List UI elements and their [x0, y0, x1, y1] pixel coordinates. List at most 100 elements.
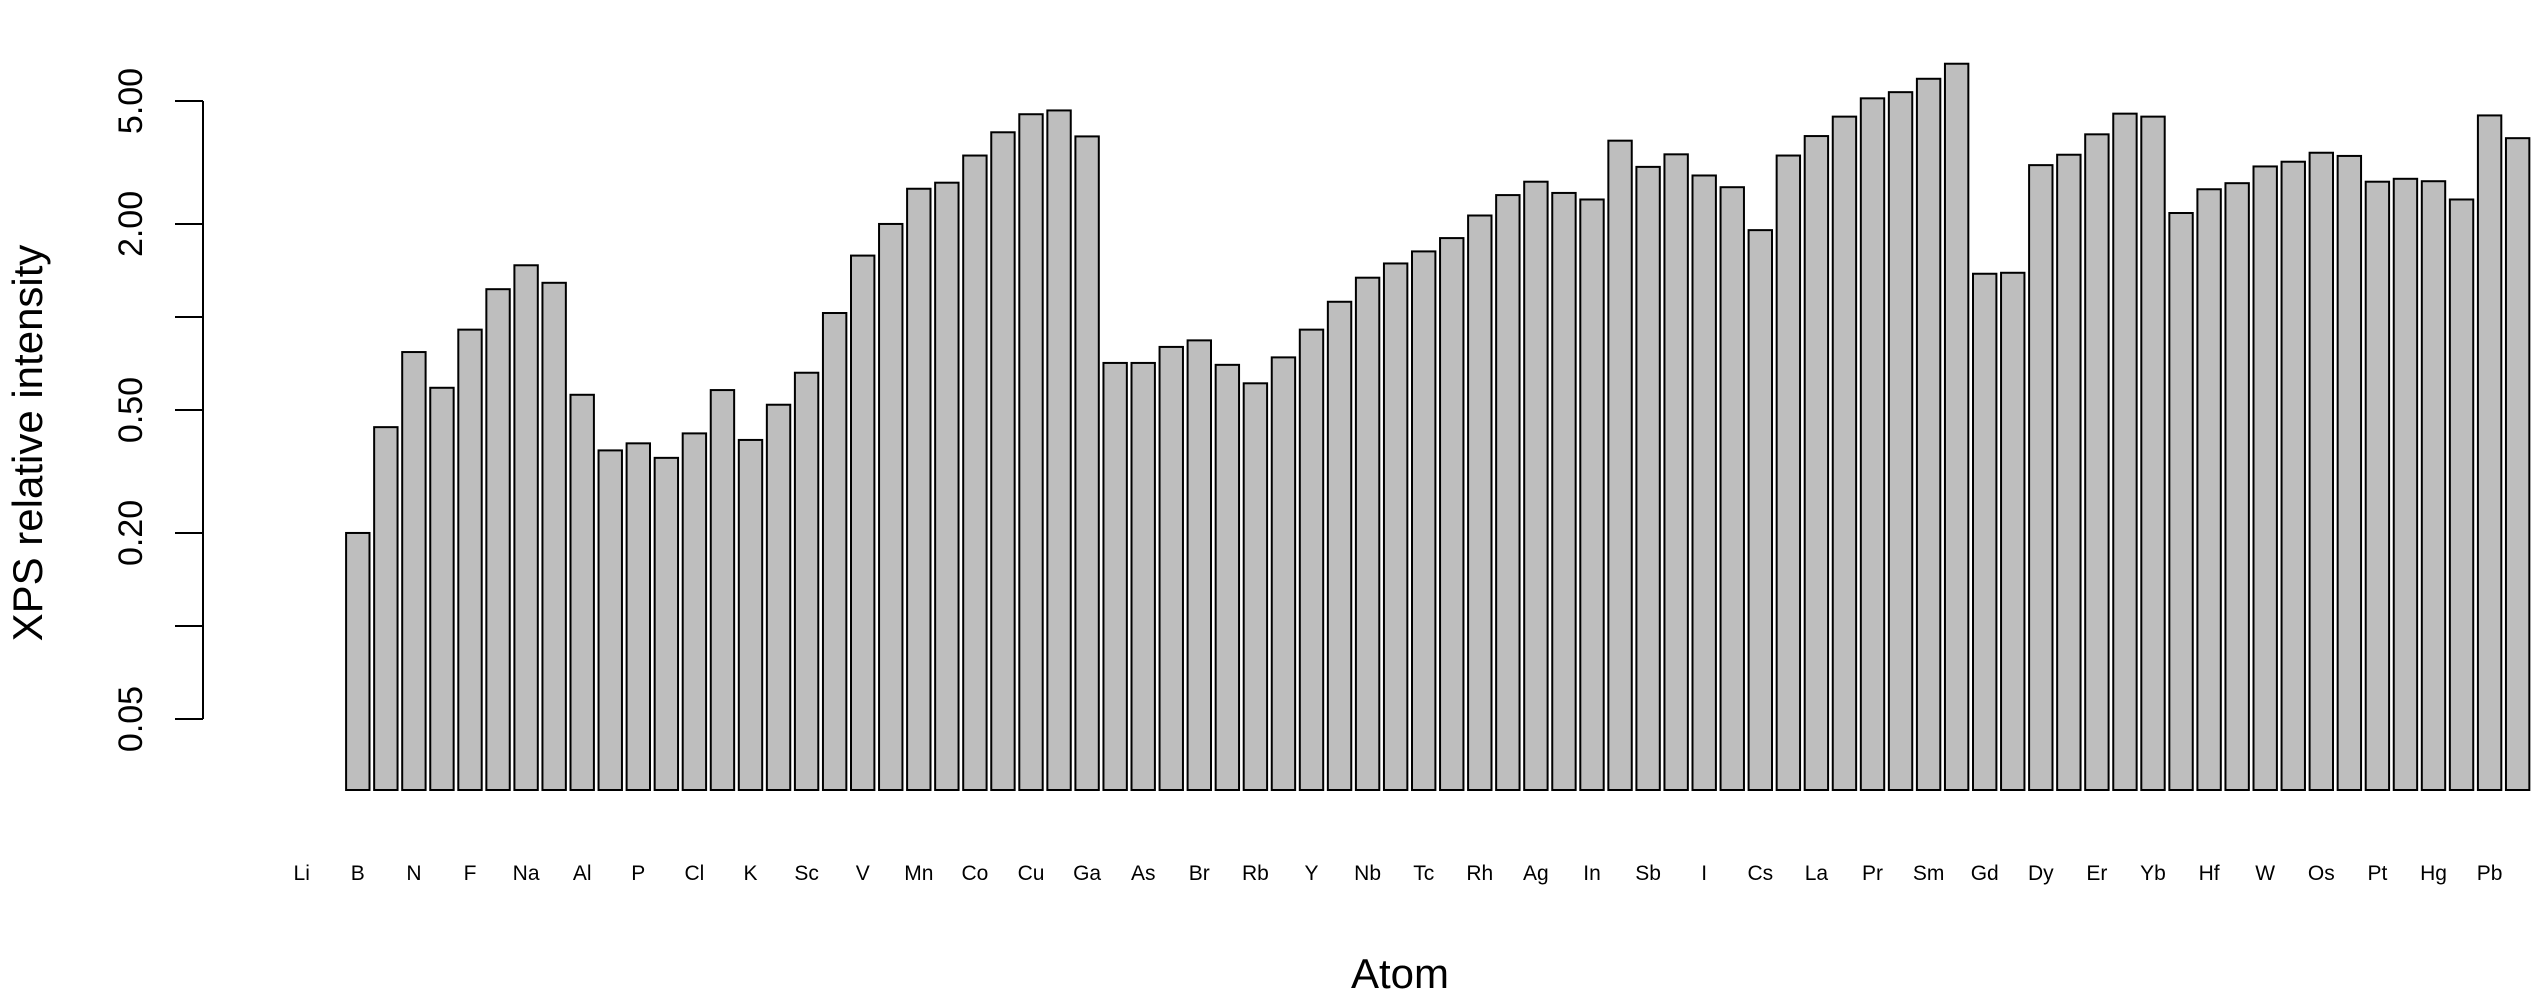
bar-ni	[990, 131, 1016, 792]
x-tick-label: Sm	[1913, 862, 1945, 885]
x-tick-label: Hf	[2199, 862, 2220, 885]
bar-b	[345, 531, 371, 791]
bar-y	[1298, 328, 1325, 791]
x-axis-title: Atom	[1351, 950, 1449, 997]
bar-ba	[1775, 154, 1802, 791]
bar-pd	[1495, 194, 1521, 792]
bar-nb	[1354, 276, 1381, 791]
x-tick-label: Cl	[684, 862, 704, 885]
bar-cd	[1551, 191, 1577, 791]
bar-mo	[1382, 262, 1409, 791]
x-axis-labels: Li B N F Na Al P Cl K Sc V Mn Co Cu Ga As Br Rb Y Nb Tc Rh Ag I…	[294, 862, 2503, 885]
x-tick-label: Tc	[1413, 862, 1434, 885]
bar-re	[2280, 160, 2306, 791]
x-tick-label: K	[743, 862, 757, 885]
bar-na	[513, 264, 539, 791]
x-tick-label: Li	[294, 862, 310, 885]
x-tick-label: I	[1701, 862, 1707, 885]
bar-se	[1158, 345, 1184, 791]
y-tick-label: 2.00	[112, 191, 150, 257]
x-tick-label: Pb	[2477, 862, 2503, 885]
bar-hg	[2420, 180, 2447, 791]
y-tick-label: 5.00	[112, 68, 150, 134]
bar-lu	[2168, 212, 2194, 792]
bar-c	[373, 426, 399, 791]
bar-s	[653, 456, 680, 791]
bar-w	[2252, 165, 2278, 791]
y-axis-title: XPS relative intensity	[4, 245, 51, 642]
x-tick-label: Rh	[1466, 862, 1493, 885]
bar-ti	[821, 312, 848, 791]
x-tick-label: Ag	[1523, 862, 1549, 885]
bar-cl	[681, 432, 708, 791]
bar-cs	[1747, 229, 1773, 791]
x-tick-label: Er	[2086, 862, 2107, 885]
bar-nd	[1887, 91, 1914, 791]
x-tick-label: Cu	[1018, 862, 1045, 885]
x-tick-label: Nb	[1354, 862, 1381, 885]
x-tick-label: Sc	[794, 862, 819, 885]
y-tick-label: 0.50	[112, 377, 150, 443]
bar-rh	[1467, 214, 1493, 791]
x-tick-label: Na	[513, 862, 540, 885]
bar-cr	[878, 222, 904, 791]
bar-ce	[1831, 115, 1858, 791]
bar-pb	[2476, 114, 2503, 792]
bar-gd	[1972, 272, 1998, 791]
bar-in	[1579, 198, 1605, 792]
bar-al	[569, 393, 595, 791]
bar-tl	[2448, 198, 2475, 792]
bar-yb	[2140, 115, 2166, 791]
x-tick-label: Hg	[2420, 862, 2447, 885]
bar-er	[2084, 133, 2110, 792]
bar-ne	[485, 288, 511, 791]
bar-zn	[1046, 109, 1072, 792]
bar-hf	[2196, 188, 2222, 791]
bar-bi	[2504, 137, 2531, 792]
bar-eu	[1943, 62, 1970, 792]
bar-n	[401, 351, 427, 791]
x-tick-label: F	[464, 862, 477, 885]
bar-tb	[2000, 271, 2026, 791]
bar-si	[597, 449, 623, 791]
x-tick-label: As	[1131, 862, 1156, 885]
bar-xe	[1719, 186, 1745, 791]
bar-os	[2308, 151, 2335, 791]
bar-ga	[1074, 135, 1100, 791]
bars	[345, 62, 2531, 792]
x-tick-label: Co	[961, 862, 988, 885]
x-tick-label: V	[856, 862, 870, 885]
bar-rb	[1242, 382, 1269, 791]
bar-sb	[1635, 165, 1661, 791]
x-tick-label: Al	[573, 862, 592, 885]
x-tick-label: Os	[2308, 862, 2335, 885]
bar-ru	[1439, 237, 1465, 792]
bar-f	[457, 328, 483, 791]
bar-la	[1803, 135, 1830, 791]
x-tick-label: Gd	[1971, 862, 1999, 885]
bar-i	[1691, 174, 1717, 791]
bar-zr	[1326, 300, 1353, 791]
bar-mn	[906, 187, 932, 791]
bar-cu	[1018, 113, 1044, 792]
x-tick-label: Rb	[1242, 862, 1269, 885]
bar-br	[1186, 339, 1212, 791]
x-tick-label: Sb	[1635, 862, 1661, 885]
y-tick-label: 0.05	[112, 686, 150, 752]
bar-ho	[2056, 153, 2082, 792]
x-tick-label: Yb	[2140, 862, 2166, 885]
bar-o	[429, 386, 455, 791]
x-tick-label: Ga	[1073, 862, 1101, 885]
bar-sc	[793, 371, 820, 791]
bar-kr	[1214, 363, 1241, 791]
bar-dy	[2028, 164, 2054, 792]
x-tick-label: Cs	[1747, 862, 1773, 885]
x-tick-label: Pt	[2367, 862, 2387, 885]
bar-fe	[934, 181, 960, 791]
bar-pr	[1859, 97, 1886, 791]
x-tick-label: B	[351, 862, 365, 885]
bar-au	[2392, 177, 2419, 792]
x-tick-label: Y	[1304, 862, 1318, 885]
x-tick-label: P	[631, 862, 645, 885]
